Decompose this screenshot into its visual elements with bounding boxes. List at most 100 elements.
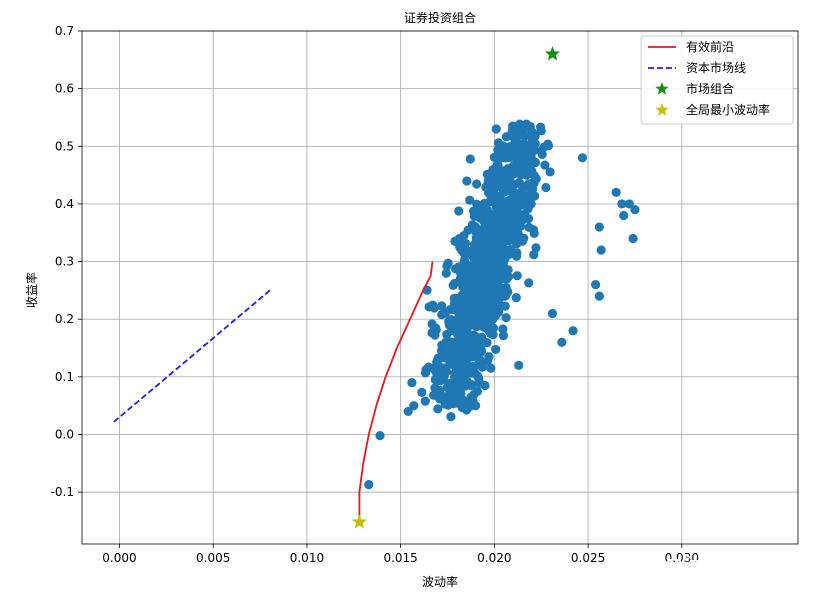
portfolio-point: [511, 251, 522, 261]
portfolio-point: [457, 268, 467, 279]
portfolio-point: [417, 387, 427, 397]
portfolio-point: [430, 330, 440, 340]
portfolio-point: [453, 355, 463, 366]
portfolio-point: [489, 152, 499, 162]
portfolio-point: [490, 264, 500, 274]
portfolio-point: [469, 347, 479, 357]
portfolio-point: [483, 279, 493, 289]
portfolio-point: [521, 155, 532, 165]
portfolio-point: [453, 307, 463, 317]
y-tick-label: 0.4: [55, 197, 74, 211]
portfolio-point: [437, 301, 447, 311]
portfolio-point: [433, 404, 443, 414]
portfolio-point: [547, 308, 558, 319]
portfolio-point: [476, 305, 486, 315]
portfolio-point: [375, 431, 385, 441]
portfolio-point: [497, 152, 507, 162]
portfolio-point: [488, 249, 498, 259]
legend-item: 资本市场线: [648, 60, 746, 75]
portfolio-point: [514, 360, 524, 370]
x-tick-label: 0.020: [477, 551, 511, 565]
portfolio-point: [545, 167, 555, 177]
x-axis-label: 波动率: [422, 574, 458, 589]
watermark: 知乎 @湖边柠檬树: [612, 555, 795, 580]
star-marker: [544, 46, 561, 61]
y-tick-label: 0.2: [55, 312, 74, 326]
portfolio-point: [511, 293, 521, 303]
portfolio-point: [465, 195, 475, 205]
portfolio-point: [521, 119, 532, 129]
portfolio-point: [596, 245, 606, 255]
portfolio-point: [468, 250, 478, 260]
portfolio-point: [441, 268, 451, 278]
legend-item: 全局最小波动率: [655, 102, 770, 117]
portfolio-point: [509, 198, 519, 208]
portfolio-point: [520, 131, 530, 141]
plot-frame: [81, 30, 799, 545]
y-tick-label: -0.1: [51, 485, 74, 499]
portfolio-point: [472, 386, 483, 396]
portfolio-point: [471, 401, 481, 411]
y-axis-label: 收益率: [24, 272, 39, 308]
y-axis-ticks: -0.1 0.0 0.1 0.2 0.3 0.4 0.5 0.6 0.7: [51, 24, 82, 499]
portfolio-point: [492, 305, 502, 315]
portfolio-point: [442, 261, 452, 271]
portfolio-point: [491, 240, 501, 251]
portfolio-point: [594, 222, 604, 232]
portfolio-point: [483, 229, 494, 239]
y-tick-label: 0.6: [55, 82, 74, 96]
legend-label: 有效前沿: [686, 39, 734, 54]
portfolio-point: [457, 276, 467, 286]
portfolio-point: [481, 315, 491, 325]
portfolio-point: [493, 138, 504, 148]
portfolio-point: [540, 160, 550, 170]
chart-title: 证券投资组合: [404, 10, 476, 25]
portfolio-point: [539, 142, 549, 152]
portfolio-point: [407, 378, 417, 388]
portfolio-point: [482, 356, 493, 366]
portfolio-point: [512, 133, 522, 143]
portfolio-point: [501, 186, 511, 196]
portfolio-point: [467, 290, 477, 301]
x-tick-label: 0.010: [290, 551, 324, 565]
portfolio-point: [523, 204, 533, 214]
portfolio-point: [441, 340, 451, 350]
portfolio-point: [624, 199, 634, 209]
portfolio-point: [498, 266, 508, 276]
portfolio-point: [498, 324, 508, 334]
legend-star-swatch: [655, 103, 669, 116]
portfolio-point: [364, 480, 374, 490]
portfolio-point: [435, 389, 445, 399]
portfolio-point: [467, 220, 478, 230]
portfolio-point: [537, 149, 547, 159]
portfolio-point: [528, 184, 538, 194]
portfolio-point: [460, 238, 471, 248]
portfolio-point: [450, 278, 460, 288]
portfolio-point: [457, 318, 467, 328]
portfolio-point: [450, 324, 460, 334]
portfolio-point: [491, 124, 501, 134]
portfolio-point: [450, 236, 460, 246]
portfolio-point: [619, 210, 629, 221]
portfolio-point: [490, 284, 500, 294]
legend-label: 全局最小波动率: [686, 102, 770, 117]
portfolio-point: [485, 292, 495, 303]
portfolio-point: [431, 366, 441, 376]
portfolio-point: [516, 169, 526, 180]
portfolio-point: [611, 187, 621, 197]
y-tick-label: 0.0: [55, 427, 74, 441]
portfolio-point: [530, 131, 540, 141]
portfolio-point: [594, 291, 604, 301]
portfolio-point: [409, 401, 419, 411]
x-tick-label: 0.000: [102, 551, 136, 565]
x-tick-label: 0.015: [383, 551, 417, 565]
portfolio-point: [524, 278, 534, 288]
portfolio-point: [454, 206, 464, 216]
portfolio-point: [483, 259, 493, 269]
portfolio-point: [515, 234, 525, 244]
portfolio-point: [535, 122, 546, 132]
portfolio-point: [473, 269, 484, 279]
portfolio-point: [491, 344, 501, 355]
